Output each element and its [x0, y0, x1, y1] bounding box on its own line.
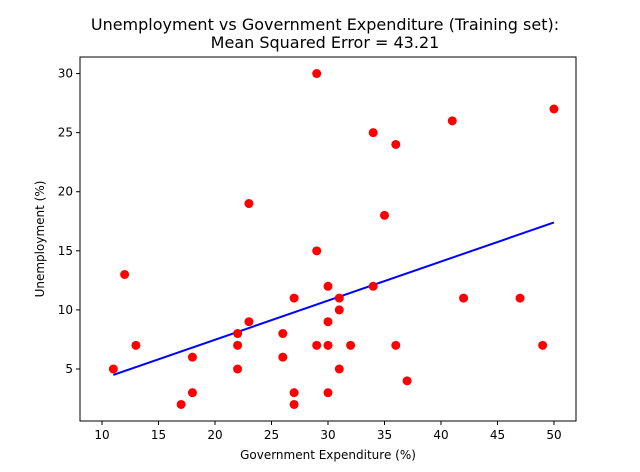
plot-area [108, 69, 559, 409]
chart-title-line1: Unemployment vs Government Expenditure (… [91, 15, 559, 34]
y-tick-label: 15 [58, 244, 73, 258]
x-tick-label: 20 [207, 428, 222, 442]
data-point [459, 293, 469, 303]
data-point [334, 293, 344, 303]
data-point [515, 293, 525, 303]
x-tick-label: 35 [377, 428, 392, 442]
data-point [323, 388, 333, 398]
y-tick-label: 30 [58, 67, 73, 81]
data-point [312, 246, 322, 256]
data-point [176, 399, 186, 409]
data-point [391, 139, 401, 149]
data-point [233, 340, 243, 350]
x-tick-label: 40 [433, 428, 448, 442]
data-point [323, 281, 333, 291]
x-tick-label: 50 [546, 428, 561, 442]
data-point [233, 329, 243, 339]
y-axis-label: Unemployment (%) [33, 181, 47, 298]
data-point [391, 340, 401, 350]
y-axis: 5 10 15 20 25 30 [58, 67, 80, 376]
plot-frame [79, 56, 577, 422]
x-tick-label: 25 [264, 428, 279, 442]
x-tick-label: 45 [490, 428, 505, 442]
data-point [334, 364, 344, 374]
data-point [323, 317, 333, 327]
y-tick-label: 20 [58, 185, 73, 199]
data-point [233, 364, 243, 374]
data-point [549, 104, 559, 114]
data-point [120, 269, 130, 279]
data-point [368, 128, 378, 138]
data-point [289, 399, 299, 409]
data-point [538, 340, 548, 350]
data-point [312, 340, 322, 350]
data-point [323, 340, 333, 350]
data-point [131, 340, 141, 350]
data-point [346, 340, 356, 350]
data-point [289, 388, 299, 398]
data-point [108, 364, 118, 374]
y-tick-label: 10 [58, 303, 73, 317]
data-point [447, 116, 457, 126]
data-point [289, 293, 299, 303]
chart-title-line2: Mean Squared Error = 43.21 [211, 33, 440, 52]
data-point [402, 376, 412, 386]
x-tick-label: 10 [94, 428, 109, 442]
data-point [368, 281, 378, 291]
y-tick-label: 25 [58, 126, 73, 140]
regression-line [113, 221, 555, 376]
x-axis-label: Government Expenditure (%) [240, 448, 416, 462]
y-tick-label: 5 [65, 362, 73, 376]
data-point [312, 69, 322, 79]
data-point [244, 317, 254, 327]
x-axis: 10 15 20 25 30 35 40 45 50 [94, 421, 562, 442]
data-point [187, 352, 197, 362]
data-point [278, 329, 288, 339]
data-point [244, 199, 254, 209]
data-point [334, 305, 344, 315]
data-point [379, 210, 389, 220]
x-tick-label: 15 [151, 428, 166, 442]
x-tick-label: 30 [320, 428, 335, 442]
data-point [278, 352, 288, 362]
data-point [187, 388, 197, 398]
